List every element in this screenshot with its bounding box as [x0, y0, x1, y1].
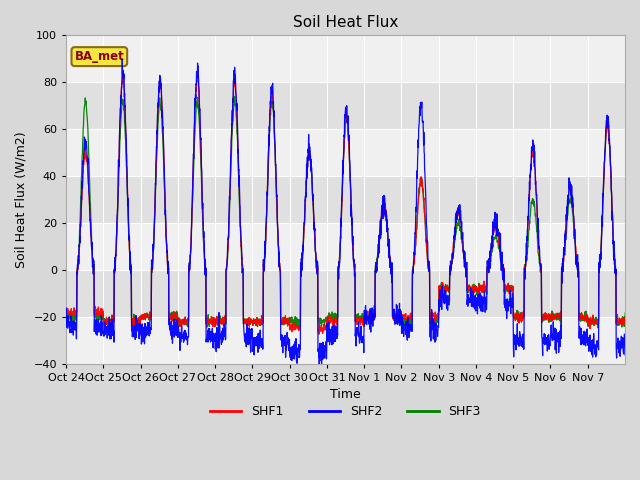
Y-axis label: Soil Heat Flux (W/m2): Soil Heat Flux (W/m2): [15, 131, 28, 268]
Text: BA_met: BA_met: [74, 50, 124, 63]
Legend: SHF1, SHF2, SHF3: SHF1, SHF2, SHF3: [205, 400, 486, 423]
Bar: [66, 36, 625, 82]
Bar: [66, 176, 625, 223]
Bar: [66, 223, 625, 270]
Bar: [66, 270, 625, 317]
Bar: [66, 317, 625, 364]
Bar: [66, 129, 625, 176]
Title: Soil Heat Flux: Soil Heat Flux: [293, 15, 398, 30]
X-axis label: Time: Time: [330, 388, 361, 401]
Bar: [66, 82, 625, 129]
